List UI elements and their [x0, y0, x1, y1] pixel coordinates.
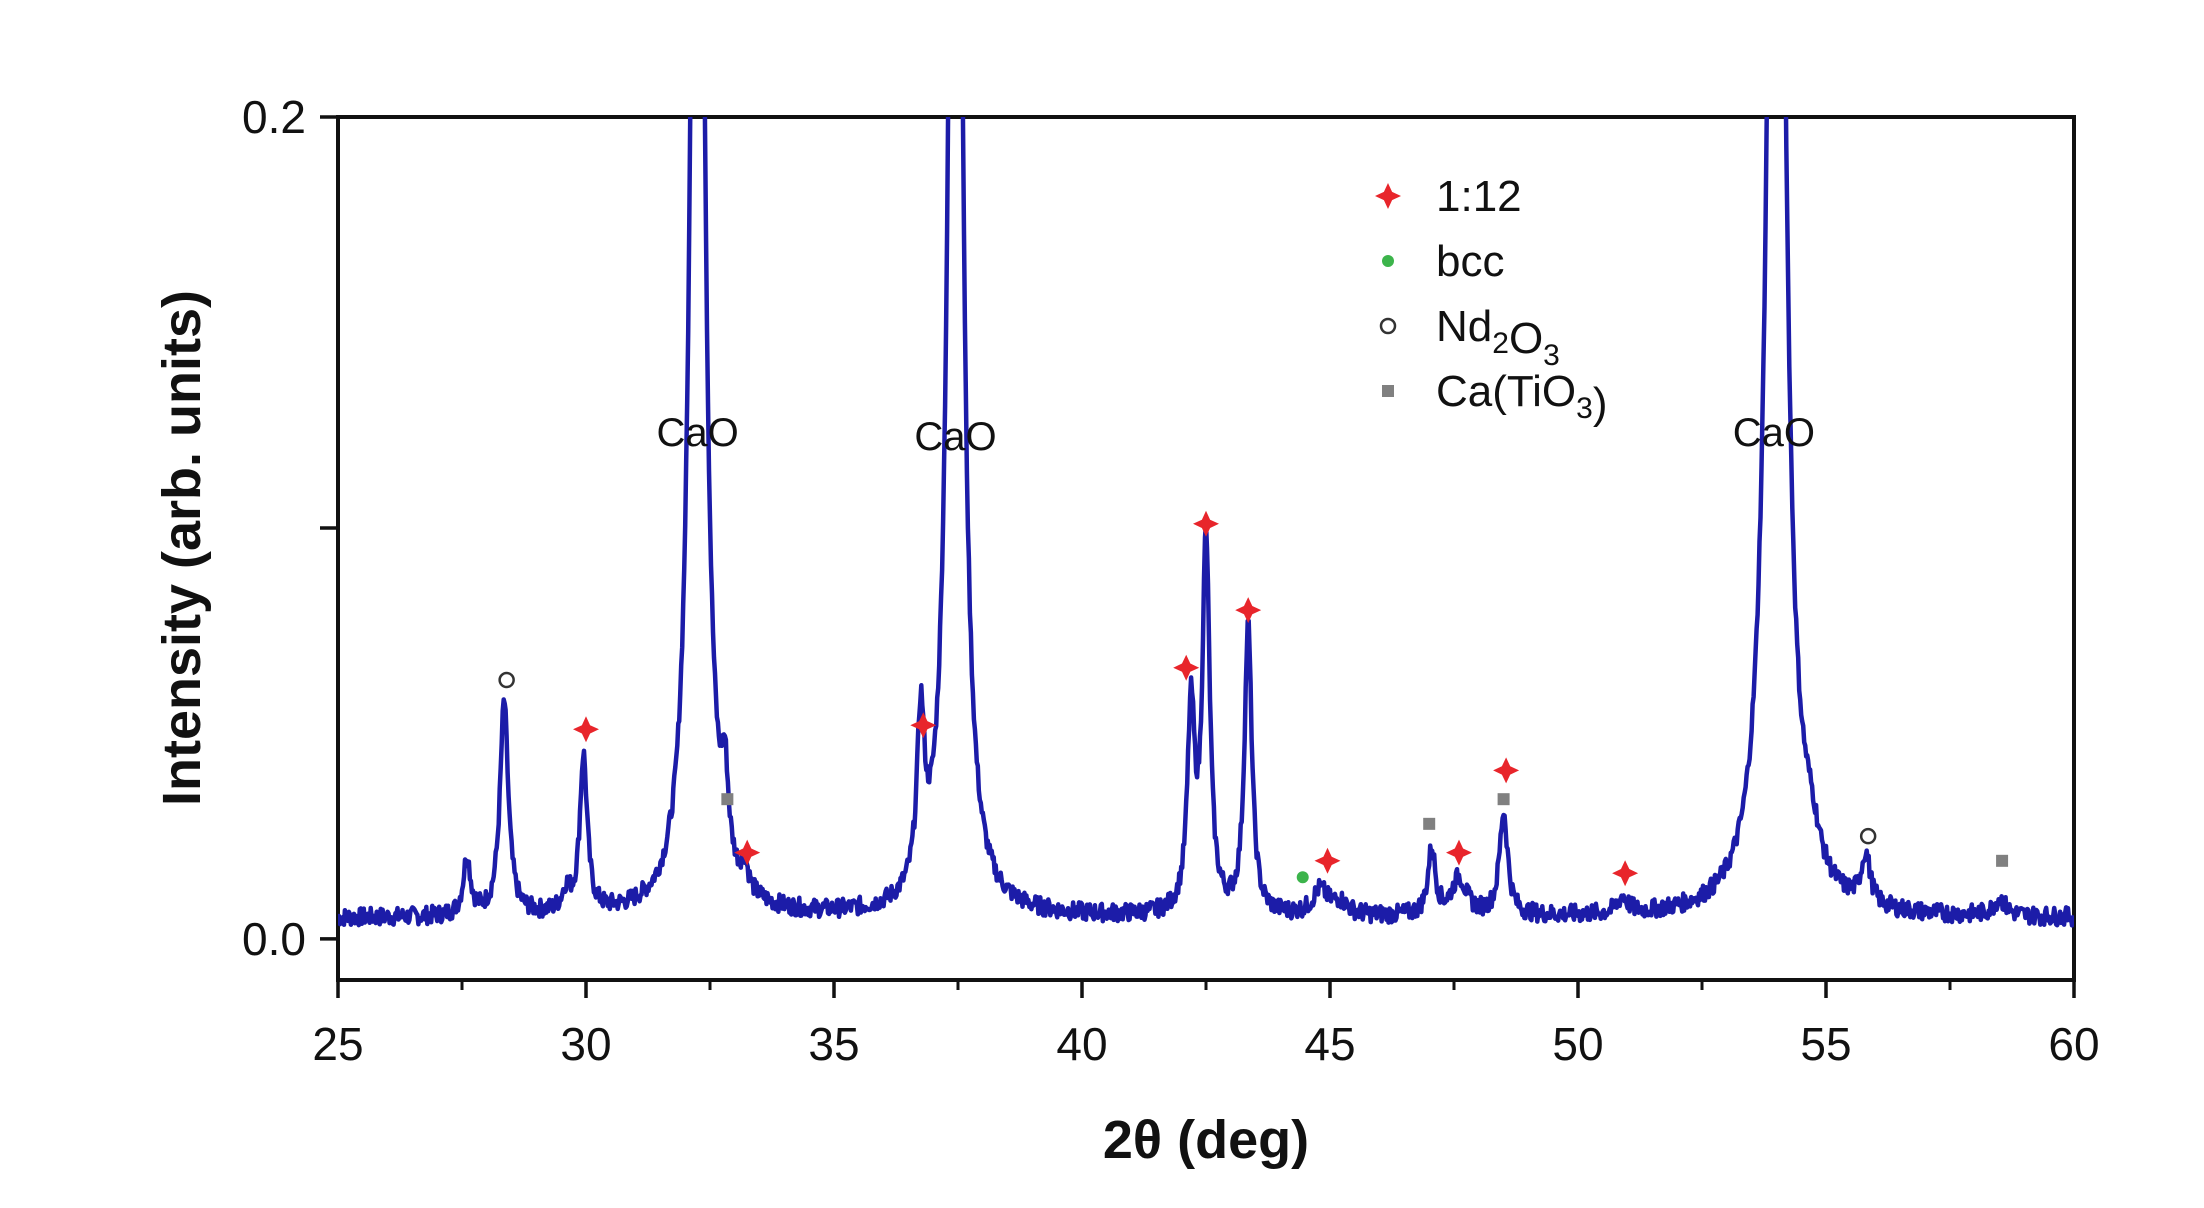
peak-label-cao: CaO [656, 411, 738, 455]
phase-1-12-marker [1173, 654, 1200, 681]
legend-subscript: 2 [1492, 327, 1509, 360]
x-axis-title: 2θ (deg) [1103, 1110, 1309, 1170]
phase-1-12-marker [1193, 510, 1219, 537]
xrd-spectrum-line [338, 117, 2074, 928]
legend-text-part: Nd [1436, 302, 1492, 351]
legend-label: 1:12 [1436, 172, 1522, 221]
peak-label-cao: CaO [914, 415, 996, 459]
legend-text-part: bcc [1436, 237, 1504, 286]
y-axis-title: Intensity (arb. units) [152, 290, 212, 806]
legend-label: bcc [1436, 237, 1504, 286]
legend-label: Nd2O3 [1436, 302, 1560, 372]
phase-nd2o3-marker [498, 671, 515, 689]
phase-1-12-marker [1612, 860, 1639, 887]
phase-1-12-marker [910, 712, 937, 739]
phase-1-12-marker [1375, 183, 1401, 209]
phase-catio3-marker [1497, 793, 1510, 806]
axes: 25 30 35 40 45 50 55 60 0.0 0.2 [242, 91, 2100, 1070]
phase-1-12-marker [573, 716, 599, 743]
phase-catio3-marker [1423, 817, 1436, 830]
phase-1-12-marker [1493, 757, 1520, 784]
legend-text-part: ) [1593, 379, 1608, 428]
legend-subscript: 3 [1543, 339, 1560, 372]
x-tick-label: 50 [1552, 1018, 1603, 1070]
phase-markers [498, 510, 2009, 887]
plot-area [338, 117, 2074, 928]
phase-1-12-marker [1446, 839, 1472, 866]
phase-catio3-marker [721, 793, 734, 806]
x-tick-label: 55 [1800, 1018, 1851, 1070]
x-tick-label: 60 [2048, 1018, 2099, 1070]
legend-text-part: 1:12 [1436, 172, 1522, 221]
phase-1-12-marker [1314, 847, 1341, 874]
phase-nd2o3-marker [1859, 827, 1877, 845]
x-tick-label: 30 [560, 1018, 611, 1070]
phase-1-12-marker [734, 839, 761, 866]
phase-bcc-marker [1296, 871, 1309, 884]
phase-nd2o3-marker [1379, 317, 1397, 335]
x-tick-label: 45 [1304, 1018, 1355, 1070]
legend-label: Ca(TiO3) [1436, 367, 1608, 428]
x-tick-label: 25 [312, 1018, 363, 1070]
y-tick-label: 0.0 [242, 913, 306, 965]
x-tick-label: 40 [1056, 1018, 1107, 1070]
legend-text-part: Ca(TiO [1436, 367, 1576, 416]
peak-label-cao: CaO [1733, 411, 1815, 455]
phase-catio3-marker [1996, 854, 2009, 867]
x-tick-label: 35 [808, 1018, 859, 1070]
legend-text-part: O [1509, 314, 1543, 363]
y-tick-label: 0.2 [242, 91, 306, 143]
peak-labels: CaO CaO CaO [656, 411, 1815, 459]
phase-1-12-marker [1235, 597, 1262, 624]
legend-subscript: 3 [1576, 392, 1593, 425]
phase-catio3-marker [1382, 385, 1394, 397]
phase-bcc-marker [1382, 255, 1394, 267]
